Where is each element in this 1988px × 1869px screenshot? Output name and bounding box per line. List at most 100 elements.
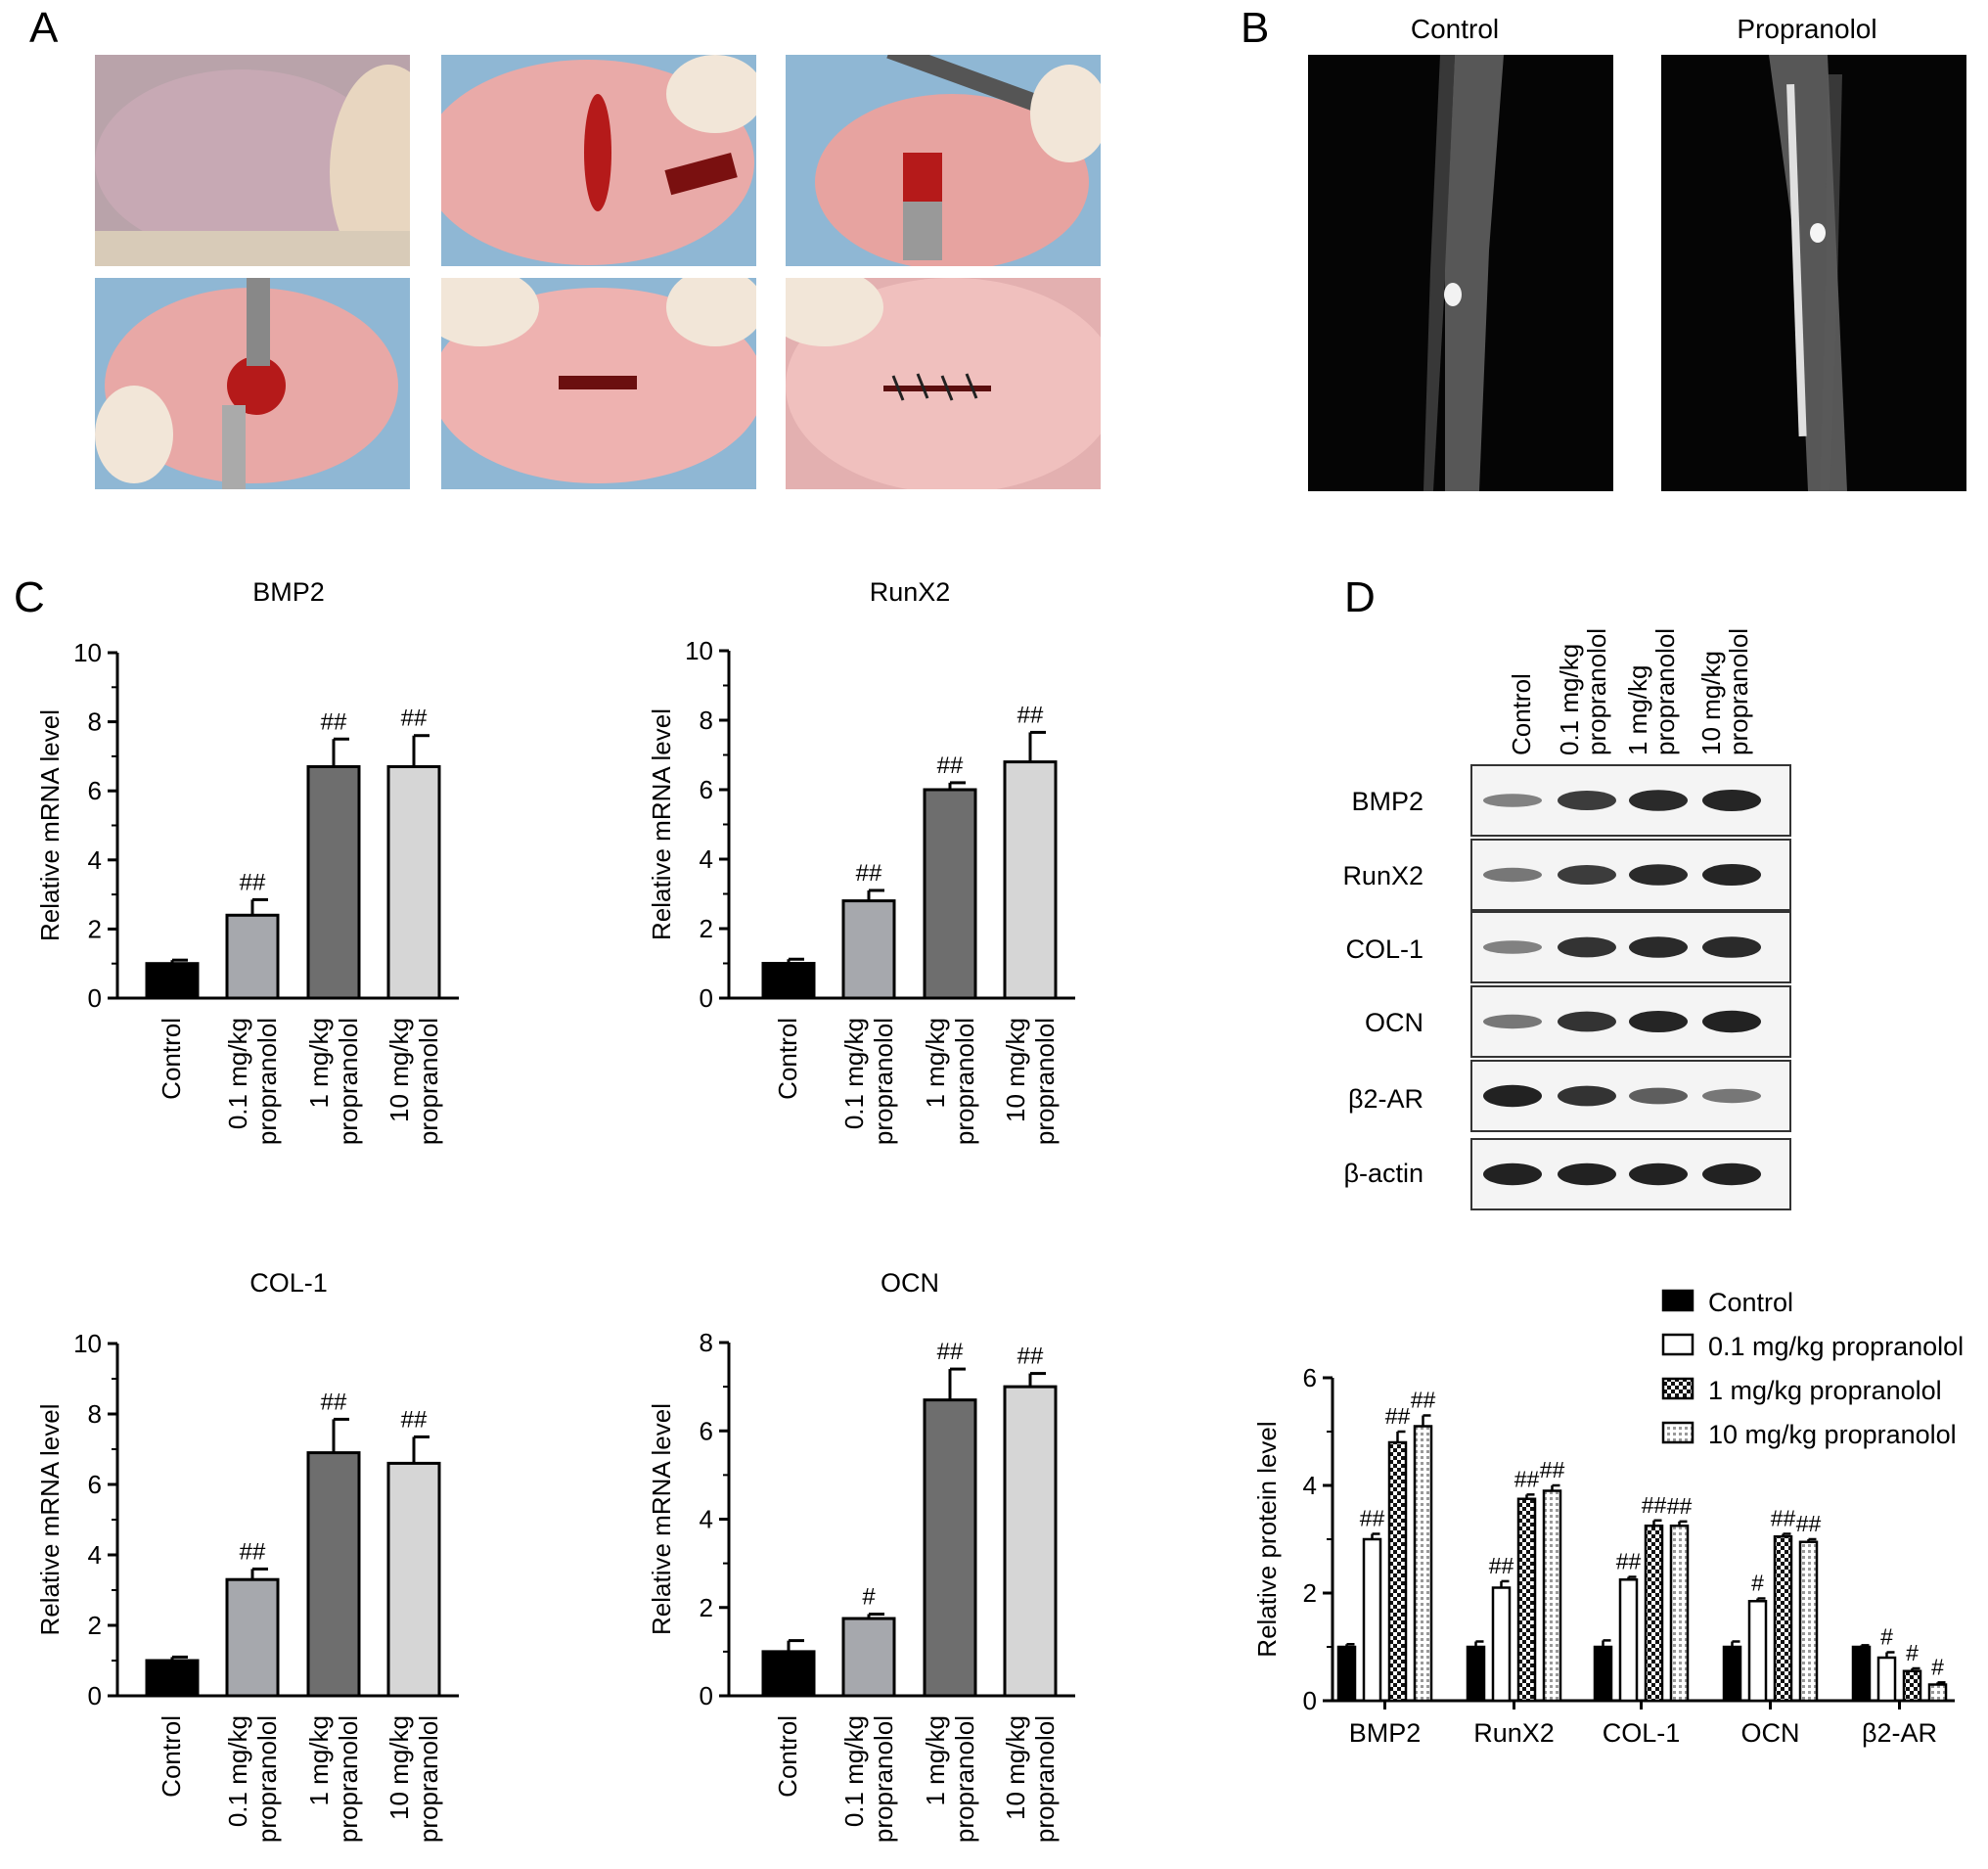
significance-label: ## [1385, 1403, 1411, 1429]
surgery-photo-1 [95, 55, 410, 266]
bar [1773, 1535, 1793, 1703]
significance-label: ## [1667, 1493, 1693, 1519]
blot-row-label: β2-AR [1347, 1084, 1423, 1114]
x-tick-label: Control [157, 1715, 186, 1798]
x-tick-label: 0.1 mg/kg [223, 1018, 252, 1129]
blot-row-label: β-actin [1343, 1159, 1423, 1188]
bar [1466, 1645, 1486, 1703]
blot-band [1558, 1011, 1616, 1032]
y-tick-label: 4 [88, 1540, 102, 1570]
bar [225, 1577, 280, 1698]
x-tick-label: Control [773, 1715, 802, 1798]
bar [841, 1617, 896, 1698]
y-axis-label: Relative mRNA level [647, 1403, 676, 1635]
surgery-photo-6 [786, 278, 1101, 489]
bar [841, 899, 896, 1000]
significance-label: ## [1411, 1388, 1436, 1413]
significance-label: ## [1489, 1553, 1514, 1578]
chart-title: BMP2 [252, 577, 325, 607]
bar [386, 1461, 441, 1698]
y-tick-label: 2 [88, 1611, 102, 1640]
blot-band [1558, 865, 1616, 885]
blot-band [1629, 790, 1688, 811]
blot-band [1483, 867, 1542, 883]
x-tick-label: β2-AR [1862, 1718, 1937, 1748]
y-tick-label: 0 [700, 1681, 713, 1710]
y-tick-label: 4 [88, 845, 102, 875]
y-tick-label: 6 [1303, 1363, 1317, 1392]
x-tick-label: BMP2 [1349, 1718, 1422, 1748]
bar [1413, 1425, 1433, 1703]
y-tick-label: 8 [88, 707, 102, 737]
significance-label: ## [1540, 1457, 1565, 1482]
surgery-photo-2 [441, 55, 756, 266]
western-blot [1470, 764, 1791, 1210]
bar [1516, 1497, 1537, 1703]
significance-label: ## [1616, 1549, 1642, 1574]
chart-2: COL-1 0 2 4 6 8 10 Relative mRNA level Control ##… [35, 1268, 459, 1843]
bar [1593, 1645, 1613, 1703]
surgery-photo-4 [95, 278, 410, 489]
legend-label-10: 10 mg/kg propranolol [1708, 1420, 1957, 1449]
y-tick-label: 4 [700, 1505, 713, 1534]
blot-row-label: RunX2 [1342, 861, 1423, 890]
bar [923, 788, 977, 1000]
chart-1: RunX2 0 2 4 6 8 10 Relative mRNA level Control ##… [647, 577, 1075, 1145]
bar [761, 962, 816, 1000]
x-tick-label: 0.1 mg/kg [223, 1715, 252, 1827]
chart-title: RunX2 [870, 577, 951, 607]
blot-band [1629, 936, 1688, 958]
bar [1618, 1578, 1639, 1703]
x-tick-label: propranolol [414, 1715, 443, 1843]
x-tick-label: COL-1 [1603, 1718, 1681, 1748]
y-axis-label: Relative protein level [1252, 1421, 1282, 1657]
significance-label: ## [240, 869, 266, 895]
bar [1003, 1385, 1058, 1698]
significance-label: ## [1017, 1344, 1044, 1370]
legend-swatch [1661, 1421, 1694, 1444]
bar [1927, 1683, 1948, 1703]
bar [1644, 1525, 1664, 1703]
legend-label-control: Control [1708, 1288, 1794, 1317]
y-tick-label: 10 [73, 638, 102, 667]
chart-3: OCN 0 2 4 6 8 Relative mRNA level Control #0.1 m… [647, 1268, 1075, 1843]
y-tick-label: 2 [88, 914, 102, 943]
y-axis-label: Relative mRNA level [35, 1404, 65, 1636]
legend-swatch [1661, 1377, 1694, 1400]
x-tick-label: 10 mg/kg [1001, 1018, 1030, 1122]
blot-band [1558, 1085, 1616, 1107]
blot-band [1702, 1162, 1761, 1186]
x-tick-label: 0.1 mg/kg [839, 1018, 869, 1129]
x-tick-label: 1 mg/kg [921, 1018, 950, 1109]
xray-propranolol-image [1661, 55, 1966, 491]
significance-label: ## [321, 1389, 347, 1415]
xray-propranolol-label: Propranolol [1737, 14, 1877, 44]
y-axis-label: Relative mRNA level [35, 709, 65, 941]
y-tick-label: 0 [1303, 1686, 1317, 1715]
panel-label-b: B [1241, 4, 1270, 52]
significance-label: ## [937, 752, 964, 779]
blot-band [1483, 1014, 1542, 1029]
y-tick-label: 8 [88, 1399, 102, 1429]
y-axis-label: Relative mRNA level [647, 708, 676, 940]
blot-band [1702, 936, 1761, 958]
blot-band [1558, 791, 1616, 810]
y-tick-label: 6 [88, 776, 102, 805]
x-tick-label: propranolol [414, 1018, 443, 1145]
blot-band [1558, 1162, 1616, 1186]
bar [761, 1650, 816, 1698]
y-tick-label: 4 [700, 844, 713, 874]
legend-label-0-1: 0.1 mg/kg propranolol [1708, 1332, 1965, 1361]
surgery-photo-3 [786, 55, 1101, 266]
surgery-photo-5 [441, 278, 756, 489]
blot-band [1702, 863, 1761, 887]
x-tick-label: propranolol [1030, 1715, 1060, 1843]
blot-band [1629, 1087, 1688, 1105]
bar [1902, 1669, 1922, 1703]
y-tick-label: 10 [73, 1329, 102, 1358]
y-tick-label: 0 [88, 983, 102, 1013]
x-tick-label: propranolol [869, 1018, 898, 1145]
y-tick-label: 6 [700, 775, 713, 804]
blot-band [1629, 864, 1688, 886]
